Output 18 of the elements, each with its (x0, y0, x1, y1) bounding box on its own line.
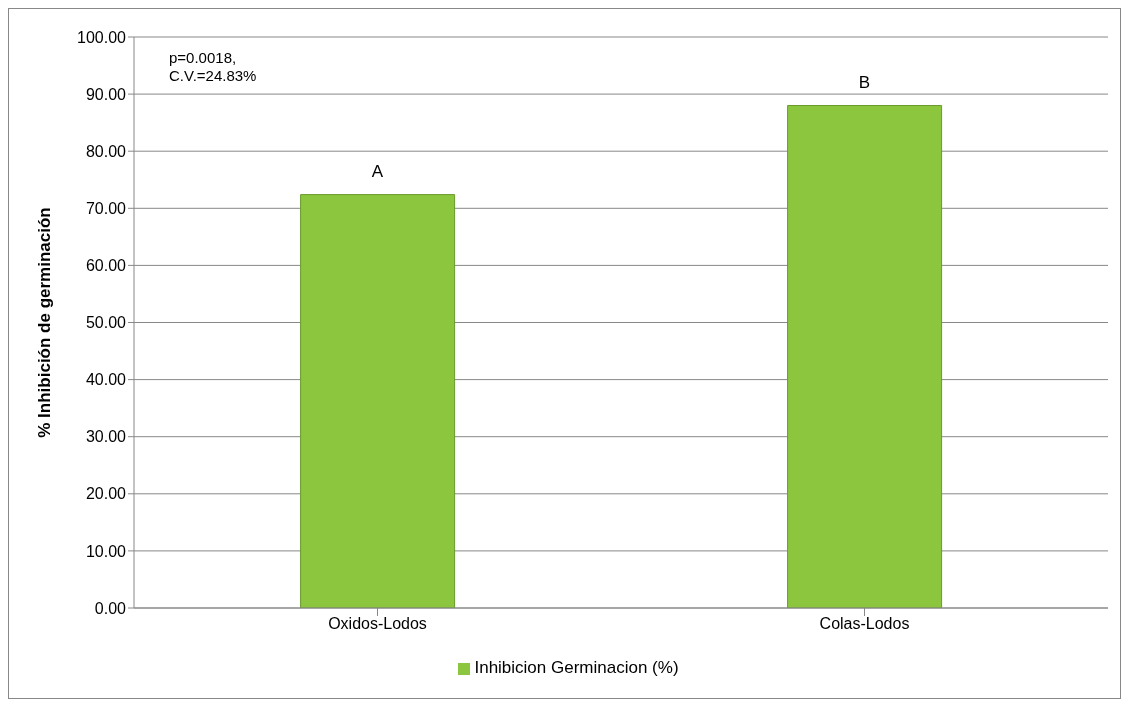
y-axis-title: % Inhibición de germinación (35, 207, 55, 438)
y-tick-label: 100.00 (77, 28, 127, 46)
y-tick-label: 50.00 (85, 314, 127, 332)
annotation: B (858, 72, 871, 92)
annotation: p=0.0018, C.V.=24.83% (169, 49, 257, 85)
x-tick-label: Oxidos-Lodos (328, 615, 427, 633)
legend-label: Inhibicion Germinacion (%) (474, 658, 679, 677)
x-tick-label: Colas-Lodos (819, 615, 910, 633)
y-tick-label: 0.00 (94, 599, 127, 617)
y-tick-label: 40.00 (85, 371, 127, 389)
y-tick-label: 90.00 (85, 85, 127, 103)
y-tick-label: 20.00 (85, 485, 127, 503)
y-tick-label: 30.00 (85, 428, 127, 446)
y-tick-label: 70.00 (85, 199, 127, 217)
y-tick-label: 60.00 (85, 257, 127, 275)
y-tick-label: 80.00 (85, 142, 127, 160)
annotation: A (371, 161, 384, 181)
y-tick-label: 10.00 (85, 542, 127, 560)
